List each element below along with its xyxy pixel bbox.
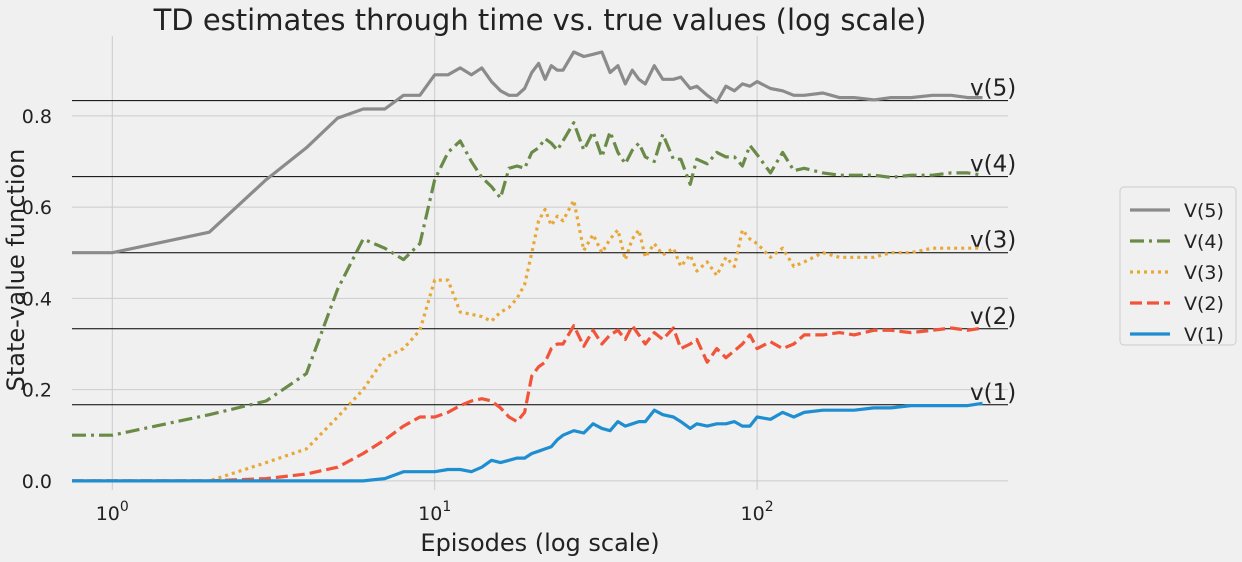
legend-label: V(4) bbox=[1184, 231, 1224, 253]
y-tick-label: 0.0 bbox=[22, 471, 52, 493]
series-line-v4 bbox=[72, 121, 983, 437]
true-value-label: v(1) bbox=[970, 380, 1016, 406]
true-value-label: v(3) bbox=[970, 228, 1016, 254]
x-tick-label: 100 bbox=[96, 499, 129, 525]
legend-box bbox=[1119, 186, 1237, 346]
legend-label: V(3) bbox=[1184, 262, 1224, 284]
series-line-v5 bbox=[72, 50, 983, 255]
true-value-label: v(2) bbox=[970, 304, 1016, 330]
series-line-v2 bbox=[72, 324, 983, 483]
chart-title: TD estimates through time vs. true value… bbox=[153, 3, 927, 37]
legend-label: V(2) bbox=[1184, 293, 1224, 315]
y-tick-label: 0.8 bbox=[22, 106, 52, 128]
series-lines bbox=[72, 50, 983, 483]
y-axis-label: State-value function bbox=[2, 149, 30, 392]
series-line-v1 bbox=[72, 401, 983, 483]
y-tick-labels: 0.0 0.2 0.4 0.6 0.8 bbox=[22, 106, 52, 493]
x-tick-label: 101 bbox=[418, 499, 451, 525]
x-tick-label: 102 bbox=[741, 499, 774, 525]
x-axis-label: Episodes (log scale) bbox=[420, 529, 659, 557]
grid bbox=[72, 36, 1008, 490]
y-tick-label: 0.2 bbox=[22, 380, 52, 402]
legend-label: V(5) bbox=[1184, 200, 1224, 222]
x-tick-labels: 100 101 102 bbox=[96, 499, 774, 525]
legend-label: V(1) bbox=[1184, 324, 1224, 346]
y-tick-label: 0.6 bbox=[22, 197, 52, 219]
legend: V(5) V(4) V(3) V(2) V(1) bbox=[1119, 186, 1237, 346]
series-line-v3 bbox=[72, 198, 983, 483]
y-tick-label: 0.4 bbox=[22, 288, 52, 310]
